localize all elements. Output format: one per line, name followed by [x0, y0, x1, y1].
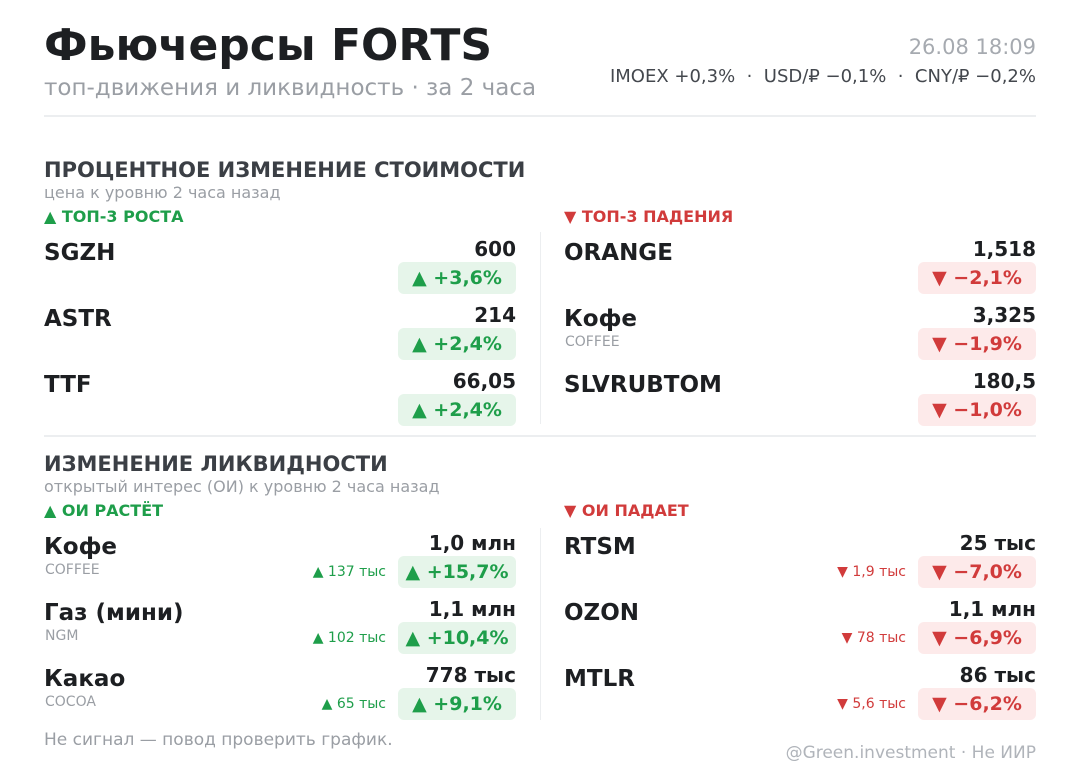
- column-divider: [540, 232, 541, 424]
- value: 1,0 млн: [428, 531, 516, 555]
- ticker-name: SGZH: [44, 240, 116, 266]
- ticker-name: Кофе: [44, 534, 118, 560]
- value: 600: [474, 237, 516, 261]
- oi-delta: ▼ 78 тыс: [841, 630, 906, 646]
- value: 1,1 млн: [948, 597, 1036, 621]
- timestamp: 26.08 18:09: [908, 35, 1036, 59]
- change-badge: ▼ −7,0%: [918, 556, 1036, 588]
- title: Фьючерсы FORTS: [44, 20, 493, 71]
- ticker-name: MTLR: [564, 666, 635, 692]
- oi-delta: ▲ 102 тыс: [312, 630, 386, 646]
- section-title: ИЗМЕНЕНИЕ ЛИКВИДНОСТИ: [44, 452, 388, 476]
- value: 214: [474, 303, 516, 327]
- oi-delta: ▲ 65 тыс: [321, 696, 386, 712]
- value: 778 тыс: [425, 663, 516, 687]
- ticker-name: Газ (мини): [44, 600, 184, 626]
- ticker-code: COCOA: [45, 694, 96, 710]
- ticker-code: COFFEE: [565, 334, 620, 350]
- change-badge: ▲ +2,4%: [398, 328, 516, 360]
- footer-credit: @Green.investment · Не ИИР: [785, 743, 1036, 763]
- indices: IMOEX +0,3% · USD/₽ −0,1% · CNY/₽ −0,2%: [609, 66, 1036, 87]
- value: 86 тыс: [959, 663, 1036, 687]
- value: 66,05: [452, 369, 516, 393]
- subtitle: топ-движения и ликвидность · за 2 часа: [44, 75, 537, 101]
- divider: [44, 115, 1036, 117]
- ticker-code: COFFEE: [45, 562, 100, 578]
- change-badge: ▲ +10,4%: [398, 622, 516, 654]
- change-badge: ▲ +3,6%: [398, 262, 516, 294]
- value: 1,1 млн: [428, 597, 516, 621]
- column-heading: ▼ ТОП-3 ПАДЕНИЯ: [564, 207, 734, 226]
- oi-delta: ▼ 5,6 тыс: [837, 696, 906, 712]
- divider: [44, 435, 1036, 437]
- ticker-name: OZON: [564, 600, 640, 626]
- column-heading: ▲ ТОП-3 РОСТА: [44, 207, 184, 226]
- change-badge: ▼ −1,0%: [918, 394, 1036, 426]
- change-badge: ▲ +2,4%: [398, 394, 516, 426]
- column-divider: [540, 528, 541, 720]
- section-subtitle: цена к уровню 2 часа назад: [44, 183, 281, 202]
- ticker-name: ASTR: [44, 306, 112, 332]
- section-title: ПРОЦЕНТНОЕ ИЗМЕНЕНИЕ СТОИМОСТИ: [44, 158, 526, 182]
- ticker-name: SLVRUBTOM: [564, 372, 722, 398]
- change-badge: ▲ +15,7%: [398, 556, 516, 588]
- value: 3,325: [972, 303, 1036, 327]
- change-badge: ▲ +9,1%: [398, 688, 516, 720]
- column-heading: ▼ ОИ ПАДАЕТ: [564, 501, 689, 520]
- change-badge: ▼ −2,1%: [918, 262, 1036, 294]
- ticker-name: Какао: [44, 666, 126, 692]
- oi-delta: ▼ 1,9 тыс: [837, 564, 906, 580]
- change-badge: ▼ −6,9%: [918, 622, 1036, 654]
- column-heading: ▲ ОИ РАСТЁТ: [44, 501, 164, 520]
- ticker-name: ORANGE: [564, 240, 673, 266]
- oi-delta: ▲ 137 тыс: [312, 564, 386, 580]
- footer-note: Не сигнал — повод проверить график.: [44, 730, 393, 750]
- value: 180,5: [972, 369, 1036, 393]
- change-badge: ▼ −1,9%: [918, 328, 1036, 360]
- ticker-name: Кофе: [564, 306, 638, 332]
- value: 1,518: [972, 237, 1036, 261]
- change-badge: ▼ −6,2%: [918, 688, 1036, 720]
- ticker-name: RTSM: [564, 534, 636, 560]
- section-subtitle: открытый интерес (ОИ) к уровню 2 часа на…: [44, 477, 440, 496]
- value: 25 тыс: [959, 531, 1036, 555]
- ticker-name: TTF: [44, 372, 92, 398]
- ticker-code: NGM: [45, 628, 79, 644]
